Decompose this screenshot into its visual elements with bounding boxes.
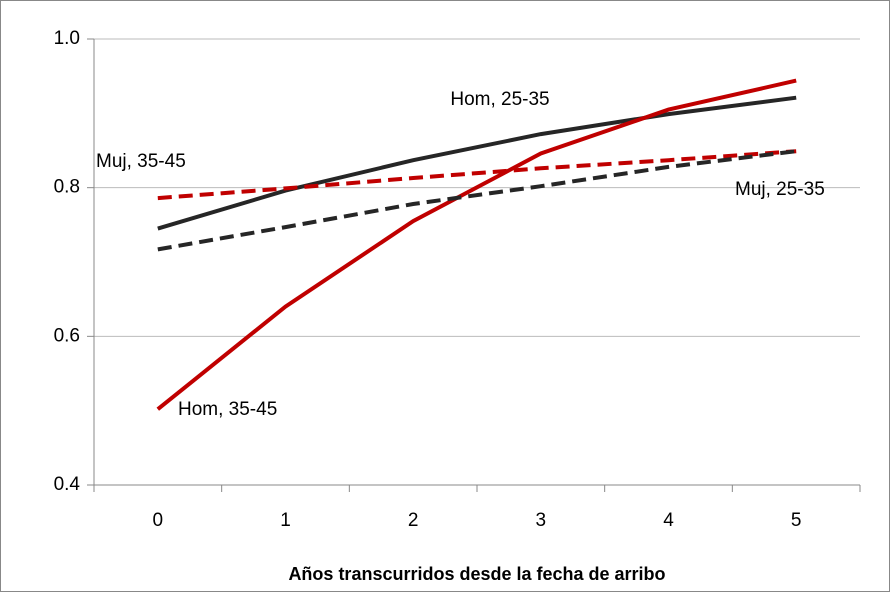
- x-tick-label: 2: [408, 510, 419, 531]
- series-line: [156, 78, 797, 411]
- y-tick-label: 0.8: [54, 177, 80, 198]
- x-axis-title: Años transcurridos desde la fecha de arr…: [288, 564, 665, 584]
- series-line: [157, 149, 797, 252]
- series-label: Hom, 35-45: [178, 399, 277, 420]
- x-tick-label: 5: [791, 510, 802, 531]
- y-tick-label: 1.0: [54, 28, 80, 49]
- x-tick-label: 3: [536, 510, 547, 531]
- series-line: [157, 95, 797, 231]
- series-label: Muj, 25-35: [735, 179, 825, 200]
- x-tick-label: 4: [663, 510, 674, 531]
- x-tick-label: 1: [280, 510, 291, 531]
- series-label: Muj, 35-45: [96, 151, 186, 172]
- x-tick-label: 0: [153, 510, 164, 531]
- y-tick-label: 0.6: [54, 325, 80, 346]
- y-tick-label: 0.4: [54, 474, 81, 495]
- series-line: [157, 149, 797, 201]
- series-label: Hom, 25-35: [450, 89, 549, 110]
